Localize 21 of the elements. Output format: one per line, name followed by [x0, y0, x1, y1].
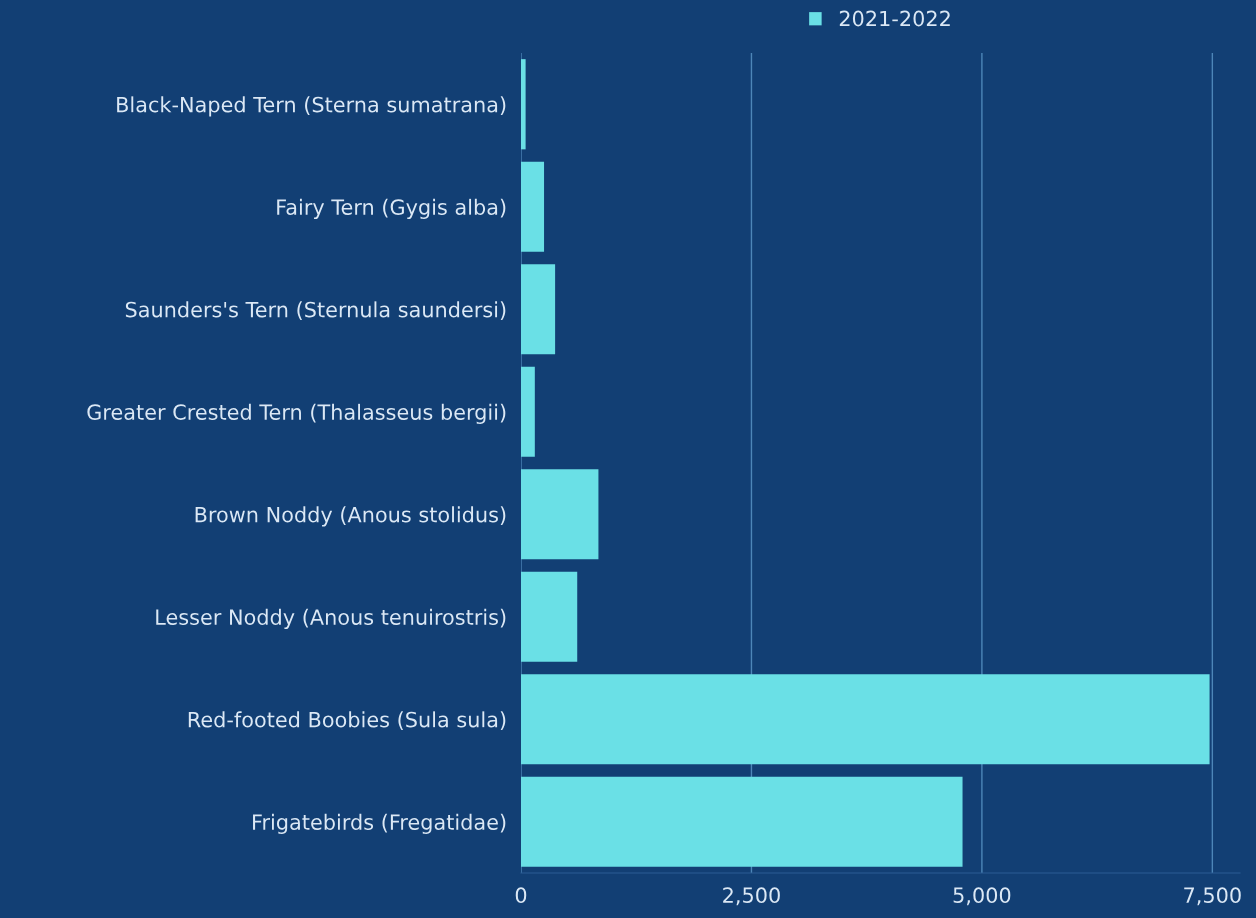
y-tick-label: Lesser Noddy (Anous tenuirostris)	[156, 608, 506, 629]
legend-label: 2021-2022	[839, 10, 950, 27]
y-tick-label: Greater Crested Tern (Thalasseus bergii)	[87, 403, 506, 424]
bar	[521, 366, 535, 457]
y-tick-label: Red-footed Boobies (Sula sula)	[188, 711, 506, 730]
bar	[521, 59, 526, 150]
bar	[521, 469, 599, 560]
bar	[521, 571, 578, 662]
y-tick-label: Fairy Tern (Gygis alba)	[277, 198, 506, 219]
x-tick-label: 2,500	[723, 887, 780, 906]
y-tick-label: Black-Naped Tern (Sterna sumatrana)	[117, 96, 506, 117]
x-tick-label: 5,000	[953, 887, 1011, 906]
x-tick-label: 0	[515, 887, 527, 904]
bar	[521, 264, 556, 355]
bar	[521, 674, 1210, 765]
bar	[521, 776, 963, 867]
y-tick-label: Brown Noddy (Anous stolidus)	[195, 506, 506, 527]
y-tick-label: Saunders's Tern (Sternula saundersi)	[125, 301, 506, 320]
y-tick-label: Frigatebirds (Fregatidae)	[253, 813, 506, 834]
bar	[521, 161, 545, 252]
x-tick-label: 7,500	[1184, 887, 1241, 906]
